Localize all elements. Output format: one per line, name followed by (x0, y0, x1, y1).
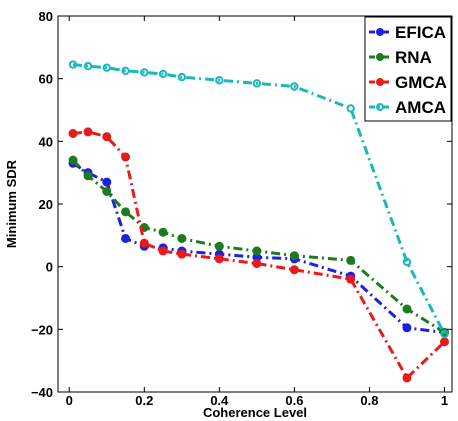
data-point-rna (289, 251, 299, 261)
series-line-amca (72, 63, 446, 335)
y-tick-label: 40 (39, 134, 53, 149)
data-point-amca (140, 68, 149, 77)
y-tick-label: 0 (46, 260, 53, 275)
y-tick-label: −20 (31, 322, 53, 337)
x-tick-label: 0.6 (285, 393, 303, 408)
y-tick-label: −40 (31, 385, 53, 400)
legend-marker-rna (376, 53, 384, 61)
data-point-rna (214, 241, 224, 251)
y-tick-label: 60 (39, 72, 53, 87)
x-tick-label: 0.2 (135, 393, 153, 408)
data-point-gmca (102, 132, 112, 142)
y-tick-label: 20 (39, 197, 53, 212)
legend: EFICA RNA GMCA AMCA (364, 16, 452, 122)
legend-label-gmca: GMCA (395, 73, 447, 92)
data-point-gmca (139, 238, 149, 248)
data-point-rna (68, 155, 78, 165)
data-point-amca (158, 69, 168, 79)
x-axis-label: Coherence Level (203, 405, 307, 420)
data-point-rna (346, 255, 356, 265)
legend-marker-efica (376, 28, 384, 36)
data-point-rna (158, 227, 168, 237)
data-point-gmca (68, 129, 78, 138)
data-point-amca (83, 61, 93, 71)
data-point-amca (346, 104, 355, 113)
data-point-amca (252, 79, 262, 88)
legend-label-efica: EFICA (395, 23, 446, 42)
data-point-rna (83, 171, 93, 181)
data-point-rna (121, 207, 131, 217)
x-tick-label: 0 (66, 393, 73, 408)
data-point-gmca (177, 249, 187, 259)
x-tick-label: 1 (441, 393, 448, 408)
data-point-amca (102, 63, 111, 72)
data-point-gmca (289, 265, 299, 275)
data-point-gmca (214, 254, 224, 264)
data-point-rna (252, 246, 262, 256)
data-point-gmca (158, 246, 168, 256)
data-point-gmca (402, 373, 412, 383)
data-point-efica (402, 323, 412, 333)
y-tick-label: 80 (39, 9, 53, 24)
tick-labels: 0 0.2 0.4 0.6 0.8 1 −40 −20 0 20 40 60 80 (31, 9, 452, 408)
data-point-amca (440, 329, 449, 339)
data-point-rna (402, 304, 412, 314)
data-point-amca (290, 82, 299, 91)
legend-label-rna: RNA (395, 48, 432, 67)
data-point-gmca (252, 259, 262, 269)
x-tick-label: 0.8 (360, 393, 378, 408)
legend-label-amca: AMCA (395, 98, 446, 117)
data-point-amca (177, 72, 187, 82)
plot-area (57, 15, 453, 393)
data-point-efica (121, 233, 131, 243)
data-point-amca (121, 66, 130, 76)
data-point-rna (177, 233, 187, 243)
data-point-gmca (121, 152, 131, 162)
data-point-gmca (346, 274, 356, 284)
legend-marker-gmca (376, 78, 384, 86)
legend-marker-amca (376, 103, 384, 111)
x-tick-label: 0.4 (210, 393, 229, 408)
data-point-gmca (439, 337, 449, 347)
data-point-amca (68, 60, 78, 69)
data-point-rna (102, 186, 112, 196)
data-point-amca (215, 76, 224, 85)
data-point-amca (402, 257, 412, 267)
data-point-efica (102, 177, 112, 187)
data-point-gmca (83, 127, 93, 137)
series-line-rna (71, 159, 446, 334)
y-axis-label: Minimum SDR (4, 159, 19, 248)
